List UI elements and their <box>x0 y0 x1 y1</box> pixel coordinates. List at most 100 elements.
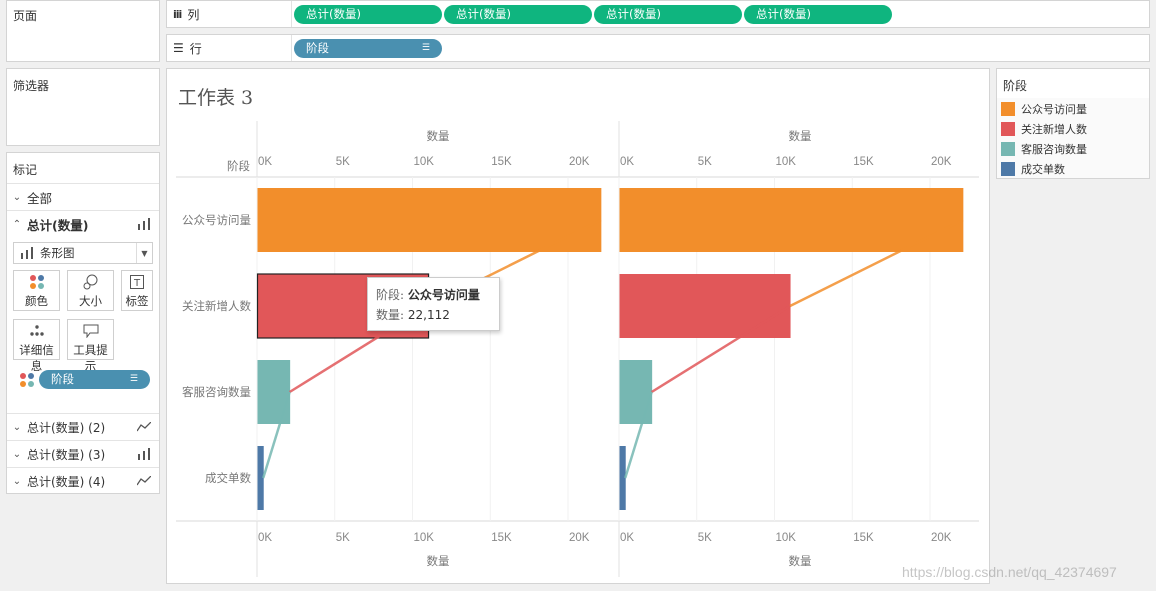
overlay-line-segment <box>789 218 964 308</box>
x-tick-label: 20K <box>931 532 952 544</box>
legend-swatch <box>1001 122 1015 136</box>
marks-row-2[interactable]: ⌄ 总计(数量) (2) <box>7 413 159 440</box>
size-button-label: 大小 <box>79 294 102 308</box>
tooltip-line-2: 数量: 22,112 <box>376 305 491 325</box>
x-tick-label: 20K <box>569 156 590 168</box>
color-dots-icon <box>14 271 59 293</box>
color-button[interactable]: 颜色 <box>13 270 60 311</box>
x-tick-label: 0K <box>620 532 634 544</box>
shelf-divider <box>291 35 292 61</box>
color-field-pill[interactable]: 阶段 ☰ <box>39 370 150 389</box>
color-button-label: 颜色 <box>25 294 48 308</box>
x-tick-label: 10K <box>414 532 435 544</box>
marks-active-label: 总计(数量) <box>27 217 89 233</box>
marks-card: 标记 ⌄ 全部 ⌃ 总计(数量) 条形图 ▼ 颜色 大小 T 标签 详细信息 工… <box>6 152 160 494</box>
label-button[interactable]: T 标签 <box>121 270 153 311</box>
legend-swatch <box>1001 102 1015 116</box>
bar <box>257 360 291 424</box>
rows-icon: ☰ <box>173 41 184 55</box>
legend-item[interactable]: 关注新增人数 <box>1001 120 1087 138</box>
legend-title: 阶段 <box>1003 79 1028 93</box>
chevron-down-icon: ⌄ <box>12 475 22 487</box>
x-tick-label: 15K <box>853 156 874 168</box>
chevron-down-icon: ⌄ <box>12 191 22 203</box>
svg-text:T: T <box>133 278 141 289</box>
tooltip-value-1: 公众号访问量 <box>407 288 480 302</box>
x-tick-label: 20K <box>569 532 590 544</box>
x-tick-label: 0K <box>620 156 634 168</box>
x-tick-label: 5K <box>336 532 350 544</box>
marks-row-3[interactable]: ⌄ 总计(数量) (3) <box>7 440 159 467</box>
x-tick-label: 0K <box>258 156 272 168</box>
chart-area: 0K 0K 5K 5K 10K 10K 15K 15K 20K 20K 数量 数量 0K 0K 5K 5K 10… <box>167 69 989 583</box>
tooltip-value-2: 22,112 <box>407 308 450 322</box>
chevron-down-icon: ⌄ <box>12 448 22 460</box>
x-tick-label: 5K <box>698 532 712 544</box>
x-tick-label: 10K <box>776 156 797 168</box>
line-chart-icon <box>137 476 151 486</box>
x-tick-label: 15K <box>491 532 512 544</box>
marks-row-2-label: 总计(数量) (2) <box>27 420 106 435</box>
shelf-divider <box>291 1 292 27</box>
chevron-down-icon: ⌄ <box>12 421 22 433</box>
worksheet-view[interactable]: 工作表 3 阶段 0K 0K 5K 5K 10K 10K 15K 15K 20K 20K 数量 数量 0… <box>166 68 990 584</box>
columns-shelf-label: iii 列 <box>173 1 199 27</box>
sort-icon: ☰ <box>421 43 430 53</box>
filters-card[interactable]: 筛选器 <box>6 68 160 146</box>
marks-active-row[interactable]: ⌃ 总计(数量) <box>7 210 159 237</box>
bar-chart-icon <box>21 247 33 259</box>
columns-icon: iii <box>173 7 182 21</box>
line-chart-icon <box>137 422 151 432</box>
row-label: 客服咨询数量 <box>182 385 251 399</box>
column-pill[interactable]: 总计(数量) <box>594 5 742 24</box>
x-tick-label: 10K <box>776 532 797 544</box>
detail-dots-icon <box>14 320 59 342</box>
column-pill[interactable]: 总计(数量) <box>444 5 592 24</box>
x-tick-label: 15K <box>491 156 512 168</box>
pages-title: 页面 <box>13 9 38 23</box>
tooltip-label-2: 数量: <box>376 308 405 322</box>
color-field-row: 阶段 ☰ <box>19 370 153 390</box>
legend-item[interactable]: 成交单数 <box>1001 160 1065 178</box>
sort-icon: ☰ <box>129 374 138 384</box>
bar <box>619 446 626 510</box>
row-header: 阶段 <box>227 159 250 173</box>
chevron-up-icon: ⌃ <box>12 218 22 230</box>
size-icon <box>68 271 113 293</box>
marks-all-row[interactable]: ⌄ 全部 <box>7 183 159 210</box>
overlay-line-segment <box>624 391 653 479</box>
marks-title: 标记 <box>13 163 38 177</box>
marks-row-4[interactable]: ⌄ 总计(数量) (4) <box>7 467 159 494</box>
rows-shelf[interactable]: ☰ 行 阶段 ☰ <box>166 34 1150 62</box>
color-field-pill-label: 阶段 <box>51 372 74 386</box>
row-pill[interactable]: 阶段 ☰ <box>294 39 442 58</box>
bar <box>257 446 264 510</box>
watermark: https://blog.csdn.net/qq_42374697 <box>902 564 1117 580</box>
detail-button[interactable]: 详细信息 <box>13 319 60 373</box>
tooltip-line-1: 阶段: 公众号访问量 <box>376 285 491 305</box>
pages-card[interactable]: 页面 <box>6 0 160 62</box>
column-pill[interactable]: 总计(数量) <box>744 5 892 24</box>
x-tick-label: 0K <box>258 532 272 544</box>
marks-row-3-label: 总计(数量) (3) <box>27 447 106 462</box>
x-axis-title: 数量 <box>789 554 812 568</box>
mark-type-select[interactable]: 条形图 ▼ <box>13 242 153 264</box>
legend-item[interactable]: 公众号访问量 <box>1001 100 1087 118</box>
tooltip-label-1: 阶段: <box>376 288 405 302</box>
column-pill[interactable]: 总计(数量) <box>294 5 442 24</box>
legend-label: 公众号访问量 <box>1021 103 1087 116</box>
size-button[interactable]: 大小 <box>67 270 114 311</box>
dropdown-arrow-icon: ▼ <box>136 243 152 263</box>
overlay-line-segment <box>262 391 291 479</box>
tooltip-button[interactable]: 工具提示 <box>67 319 114 373</box>
bar <box>619 188 964 252</box>
speech-bubble-icon <box>68 320 113 342</box>
legend-swatch <box>1001 162 1015 176</box>
x-axis-title: 数量 <box>427 129 450 143</box>
legend-item[interactable]: 客服咨询数量 <box>1001 140 1087 158</box>
filters-title: 筛选器 <box>13 79 50 93</box>
color-dots-icon <box>20 373 34 387</box>
x-tick-label: 10K <box>414 156 435 168</box>
worksheet-title: 工作表 3 <box>178 87 254 109</box>
columns-shelf[interactable]: iii 列 总计(数量) 总计(数量) 总计(数量) 总计(数量) <box>166 0 1150 28</box>
